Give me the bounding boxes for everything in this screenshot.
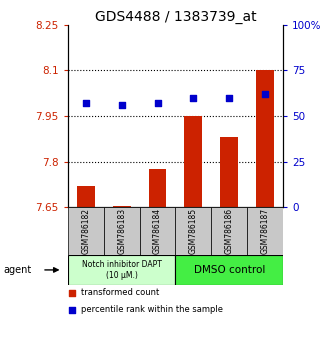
Bar — [184, 116, 202, 207]
Text: percentile rank within the sample: percentile rank within the sample — [81, 305, 223, 314]
Bar — [149, 169, 166, 207]
Point — [191, 95, 196, 101]
Bar — [256, 70, 274, 207]
Text: Notch inhibitor DAPT
(10 μM.): Notch inhibitor DAPT (10 μM.) — [82, 260, 162, 280]
Bar — [175, 255, 283, 285]
Bar — [113, 206, 131, 207]
Bar — [175, 207, 211, 255]
Bar — [247, 207, 283, 255]
Bar — [140, 207, 175, 255]
Text: agent: agent — [3, 265, 31, 275]
Bar — [77, 186, 95, 207]
Title: GDS4488 / 1383739_at: GDS4488 / 1383739_at — [95, 10, 256, 24]
Bar — [211, 207, 247, 255]
Text: GSM786184: GSM786184 — [153, 208, 162, 254]
Bar — [68, 207, 104, 255]
Text: GSM786182: GSM786182 — [81, 208, 90, 254]
Point — [262, 91, 268, 97]
Point — [155, 100, 160, 106]
Point — [70, 307, 75, 313]
Text: transformed count: transformed count — [81, 289, 159, 297]
Text: DMSO control: DMSO control — [194, 265, 265, 275]
Point — [119, 102, 124, 108]
Text: GSM786185: GSM786185 — [189, 208, 198, 254]
Text: GSM786187: GSM786187 — [260, 208, 269, 254]
Point — [226, 95, 232, 101]
Bar — [68, 255, 175, 285]
Text: GSM786183: GSM786183 — [117, 208, 126, 254]
Point — [83, 100, 88, 106]
Point — [70, 290, 75, 296]
Text: GSM786186: GSM786186 — [225, 208, 234, 254]
Bar — [104, 207, 140, 255]
Bar — [220, 137, 238, 207]
